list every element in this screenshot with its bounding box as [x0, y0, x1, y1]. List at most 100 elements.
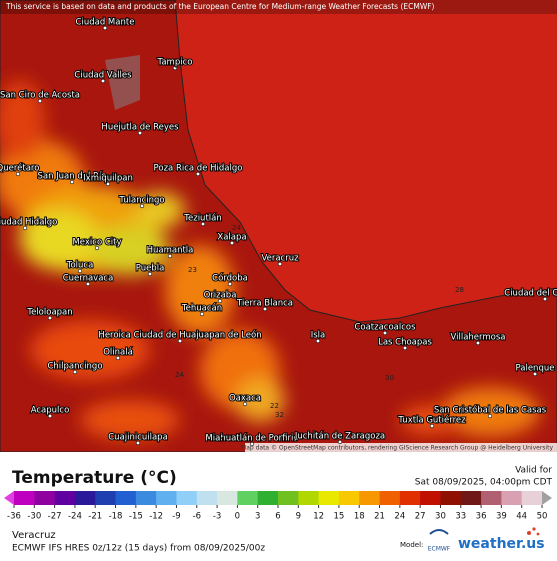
colorbar-tick-label: 6 [275, 512, 280, 522]
place-label: Córdoba [212, 273, 248, 284]
place-dot [102, 25, 108, 31]
colorbar-segment [298, 491, 320, 505]
place-dot [77, 268, 83, 274]
colorbar-tick-label: -24 [68, 512, 82, 522]
colorbar-segment [318, 491, 340, 505]
colorbar-tick-label: 33 [455, 512, 466, 522]
colorbar-segment [338, 491, 360, 505]
colorbar-segment [54, 491, 76, 505]
place-dot [475, 340, 481, 346]
colorbar-segment [481, 491, 502, 505]
place-label: Teloloapan [26, 308, 72, 318]
colorbar-tick-label: -9 [172, 512, 180, 522]
colorbar-segment [521, 491, 543, 505]
colorbar-segment [135, 491, 157, 505]
colorbar-segment [501, 491, 523, 505]
colorbar-segment [74, 491, 96, 505]
place-dot [532, 371, 538, 377]
colorbar-segment [399, 491, 421, 505]
place-label: San Juan del Río [37, 172, 106, 182]
colorbar-tick-label: 27 [415, 512, 426, 522]
place-dot [429, 423, 435, 429]
place-dot [277, 261, 283, 267]
colorbar: -36 -30 -27 -24 -21 -18 -15 -12 -9 -6 -3 0 3 6 9 12 15 18… [4, 491, 552, 522]
ecmwf-logo [429, 529, 449, 535]
place-label: Ciudad Valles [74, 71, 132, 81]
place-dot [69, 179, 75, 185]
colorbar-segment [217, 491, 238, 505]
place-dot [139, 203, 145, 209]
place-dot [337, 439, 343, 445]
colorbar-tick-label: -36 [7, 512, 21, 522]
place-label: Coatzacoalcos [354, 323, 416, 333]
colorbar-segment [440, 491, 462, 505]
place-label: Isla [311, 331, 326, 341]
place-label: Heroica Ciudad de Huajuapan de León [98, 330, 261, 341]
colorbar-segment [379, 491, 401, 505]
place-dot [135, 440, 141, 446]
colorbar-tick-label: 18 [354, 512, 365, 522]
colorbar-tick-label: 12 [313, 512, 324, 522]
place-label: Mexico City [72, 238, 121, 248]
colorbar-tick-label: 15 [334, 512, 345, 522]
place-label: Tierra Blanca [236, 299, 293, 309]
map: This service is based on data and produc… [0, 0, 557, 452]
model-label: Model: [400, 541, 423, 549]
place-dot [227, 281, 233, 287]
place-label: Toluca [66, 261, 94, 271]
colorbar-tick-label: 9 [296, 512, 301, 522]
brand: weather.us [458, 536, 545, 552]
model-info: ECMWF IFS HRES 0z/12z (15 days) from 08/… [12, 544, 265, 554]
colorbar-segment [278, 491, 299, 505]
place-label: Cuajinicuilapa [108, 433, 168, 443]
place-label: San Cristóbal de las Casas [434, 405, 547, 416]
colorbar-tick-label: -6 [193, 512, 201, 522]
place-label: Oaxaca [229, 394, 261, 404]
place-dot [167, 253, 173, 259]
colorbar-tick-label: 3 [255, 512, 260, 522]
colorbar-segment [359, 491, 381, 505]
colorbar-tick-label: 24 [394, 512, 405, 522]
place-label: Juchitán de Zaragoza [294, 432, 385, 442]
place-label: Tampico [157, 58, 193, 68]
contour-label: 20 [220, 433, 229, 441]
model-name: ECMWF [428, 546, 451, 553]
place-label: Poza Rica de Hidalgo [154, 164, 243, 174]
place-dot [199, 311, 205, 317]
place-label: Ixmiquilpan [83, 174, 133, 184]
place-label: Veracruz [261, 254, 299, 264]
place-dot [217, 298, 223, 304]
place-label: Miahuatlán de Porfirio [205, 434, 298, 444]
place-dot [22, 225, 28, 231]
colorbar-segment [460, 491, 482, 505]
colorbar-tick-label: -21 [88, 512, 102, 522]
place-dot [177, 338, 183, 344]
colorbar-segment [14, 491, 35, 505]
place-dot [262, 306, 268, 312]
place-dot [137, 130, 143, 136]
place-dot [242, 401, 248, 407]
place-label: Olinalá [103, 348, 133, 358]
place-dot [72, 369, 78, 375]
place-dot [94, 245, 100, 251]
valid-label: Valid for [515, 466, 552, 476]
colorbar-tick-label: -12 [149, 512, 163, 522]
place-dot [47, 413, 53, 419]
colorbar-tick-label: 50 [537, 512, 548, 522]
colorbar-segment [156, 491, 177, 505]
place-dot [200, 221, 206, 227]
colorbar-end [542, 491, 552, 505]
place-label: Palenque [516, 364, 555, 374]
valid-time: Sat 08/09/2025, 04:00pm CDT [415, 478, 553, 488]
colorbar-segment [115, 491, 137, 505]
colorbar-segment [237, 491, 259, 505]
place-dot [100, 78, 106, 84]
colorbar-tick-label: -30 [27, 512, 41, 522]
notice-bar [0, 0, 557, 14]
contour-label: 30 [385, 374, 394, 382]
colorbar-tick-label: 0 [235, 512, 240, 522]
place-dot [249, 441, 255, 447]
place-dot [105, 181, 111, 187]
colorbar-segment [420, 491, 441, 505]
contour-label: 24 [175, 371, 184, 379]
